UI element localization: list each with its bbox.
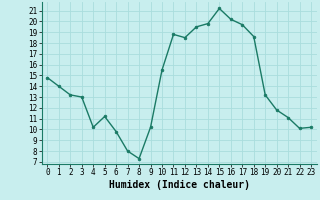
X-axis label: Humidex (Indice chaleur): Humidex (Indice chaleur) bbox=[109, 180, 250, 190]
